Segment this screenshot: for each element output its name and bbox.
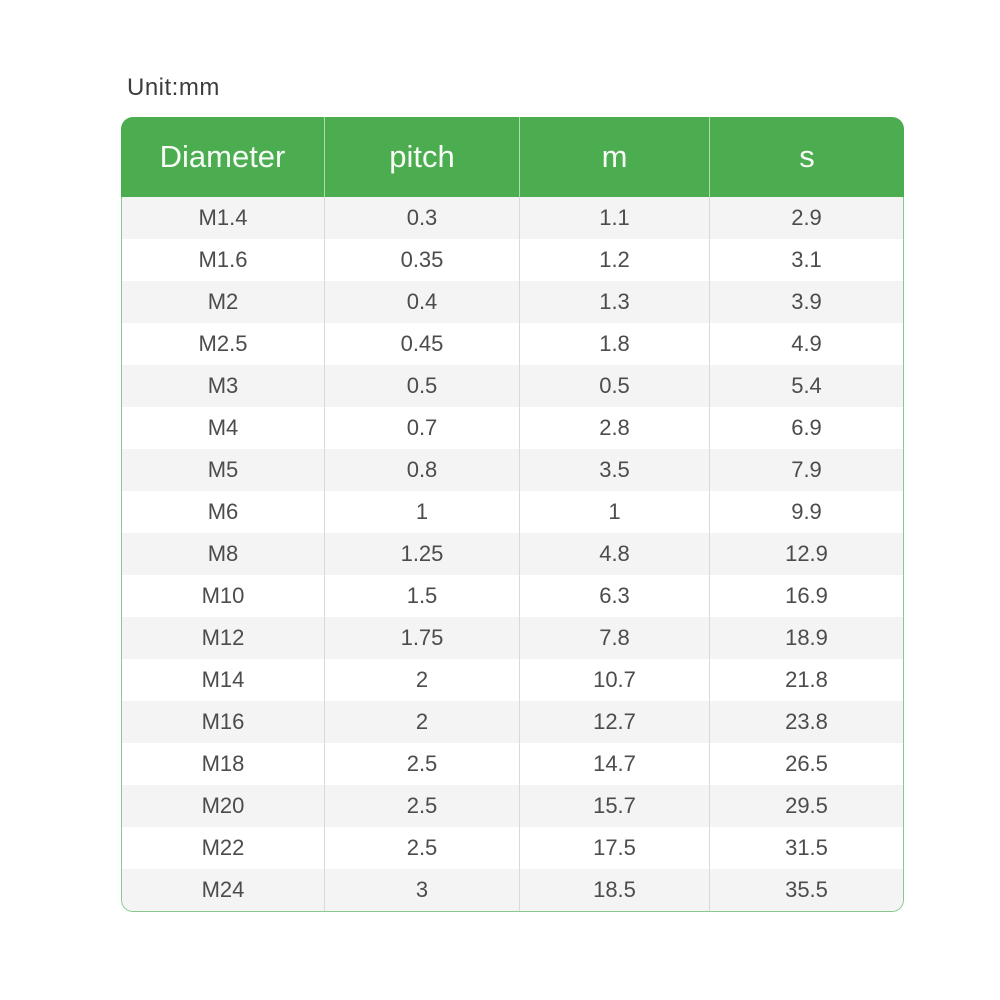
table-cell: 15.7 — [520, 785, 710, 827]
column-header-s: s — [799, 139, 815, 174]
table-cell: 9.9 — [791, 499, 822, 524]
table-cell: M6 — [122, 491, 325, 533]
table-row: M2 0.4 1.3 3.9 — [122, 281, 903, 323]
table-cell: M24 — [122, 869, 325, 911]
column-header-m: m — [520, 117, 710, 197]
table-cell: M3 — [122, 365, 325, 407]
table-cell: 0.5 — [520, 365, 710, 407]
table-cell: 16.9 — [785, 583, 828, 608]
table-cell: 6.9 — [791, 415, 822, 440]
table-cell: 6.3 — [520, 575, 710, 617]
table-cell: 0.35 — [325, 239, 520, 281]
table-cell: 2.5 — [325, 827, 520, 869]
table-cell: 2 — [325, 701, 520, 743]
table-row: M24 3 18.5 35.5 — [122, 869, 903, 911]
unit-label: Unit:mm — [127, 74, 220, 101]
table-row: M6 1 1 9.9 — [122, 491, 903, 533]
column-header-diameter: Diameter — [121, 117, 325, 197]
table-cell: M2 — [122, 281, 325, 323]
table-cell: 29.5 — [785, 793, 828, 818]
table-cell: 3.5 — [520, 449, 710, 491]
table-cell: 2 — [325, 659, 520, 701]
table-cell: M12 — [122, 617, 325, 659]
table-cell: 5.4 — [791, 373, 822, 398]
table-cell: 0.3 — [325, 197, 520, 239]
table-row: M3 0.5 0.5 5.4 — [122, 365, 903, 407]
table-cell: M4 — [122, 407, 325, 449]
table-cell: M2.5 — [122, 323, 325, 365]
table-cell: 3.1 — [791, 247, 822, 272]
table-cell: 18.9 — [785, 625, 828, 650]
table-cell: M18 — [122, 743, 325, 785]
table-cell: 3.9 — [791, 289, 822, 314]
table-cell: 0.45 — [325, 323, 520, 365]
table-cell: 1 — [325, 491, 520, 533]
table-row: M5 0.8 3.5 7.9 — [122, 449, 903, 491]
table-cell: M8 — [122, 533, 325, 575]
table-body: M1.4 0.3 1.1 2.9 M1.6 0.35 1.2 3.1 M2 0.4 1.3 3.9 M2… — [121, 197, 904, 912]
spec-table: Diameter pitch m s M1.4 0.3 1.1 2.9 M1.6 0.35 1.2… — [121, 117, 904, 912]
table-cell: 4.8 — [520, 533, 710, 575]
table-cell: M10 — [122, 575, 325, 617]
table-row: M10 1.5 6.3 16.9 — [122, 575, 903, 617]
table-row: M14 2 10.7 21.8 — [122, 659, 903, 701]
table-cell: M20 — [122, 785, 325, 827]
table-row: M18 2.5 14.7 26.5 — [122, 743, 903, 785]
table-cell: 2.9 — [791, 205, 822, 230]
table-row: M2.5 0.45 1.8 4.9 — [122, 323, 903, 365]
table-cell: 7.8 — [520, 617, 710, 659]
table-cell: M1.4 — [122, 197, 325, 239]
column-header-pitch: pitch — [325, 117, 520, 197]
table-cell: 26.5 — [785, 751, 828, 776]
table-cell: 1 — [520, 491, 710, 533]
table-row: M20 2.5 15.7 29.5 — [122, 785, 903, 827]
table-cell: 31.5 — [785, 835, 828, 860]
table-row: M8 1.25 4.8 12.9 — [122, 533, 903, 575]
table-cell: 14.7 — [520, 743, 710, 785]
table-cell: 1.1 — [520, 197, 710, 239]
table-cell: 17.5 — [520, 827, 710, 869]
table-cell: 4.9 — [791, 331, 822, 356]
table-cell: 21.8 — [785, 667, 828, 692]
table-cell: 12.7 — [520, 701, 710, 743]
table-cell: 1.2 — [520, 239, 710, 281]
table-cell: 2.5 — [325, 785, 520, 827]
table-cell: 0.5 — [325, 365, 520, 407]
table-cell: 3 — [325, 869, 520, 911]
table-cell: 1.8 — [520, 323, 710, 365]
table-cell: 23.8 — [785, 709, 828, 734]
table-cell: M1.6 — [122, 239, 325, 281]
table-cell: 1.25 — [325, 533, 520, 575]
table-row: M16 2 12.7 23.8 — [122, 701, 903, 743]
table-cell: 10.7 — [520, 659, 710, 701]
table-row: M1.6 0.35 1.2 3.1 — [122, 239, 903, 281]
table-row: M12 1.75 7.8 18.9 — [122, 617, 903, 659]
table-cell: M22 — [122, 827, 325, 869]
table-cell: 0.8 — [325, 449, 520, 491]
table-cell: M16 — [122, 701, 325, 743]
table-cell: 1.75 — [325, 617, 520, 659]
table-header-row: Diameter pitch m s — [121, 117, 904, 197]
table-cell: 1.5 — [325, 575, 520, 617]
table-cell: 2.8 — [520, 407, 710, 449]
table-cell: 0.4 — [325, 281, 520, 323]
table-cell: 1.3 — [520, 281, 710, 323]
table-cell: 35.5 — [785, 877, 828, 902]
table-cell: 12.9 — [785, 541, 828, 566]
table-cell: 7.9 — [791, 457, 822, 482]
table-row: M1.4 0.3 1.1 2.9 — [122, 197, 903, 239]
table-cell: 2.5 — [325, 743, 520, 785]
table-cell: 0.7 — [325, 407, 520, 449]
table-row: M4 0.7 2.8 6.9 — [122, 407, 903, 449]
table-row: M22 2.5 17.5 31.5 — [122, 827, 903, 869]
table-cell: 18.5 — [520, 869, 710, 911]
table-cell: M14 — [122, 659, 325, 701]
table-cell: M5 — [122, 449, 325, 491]
